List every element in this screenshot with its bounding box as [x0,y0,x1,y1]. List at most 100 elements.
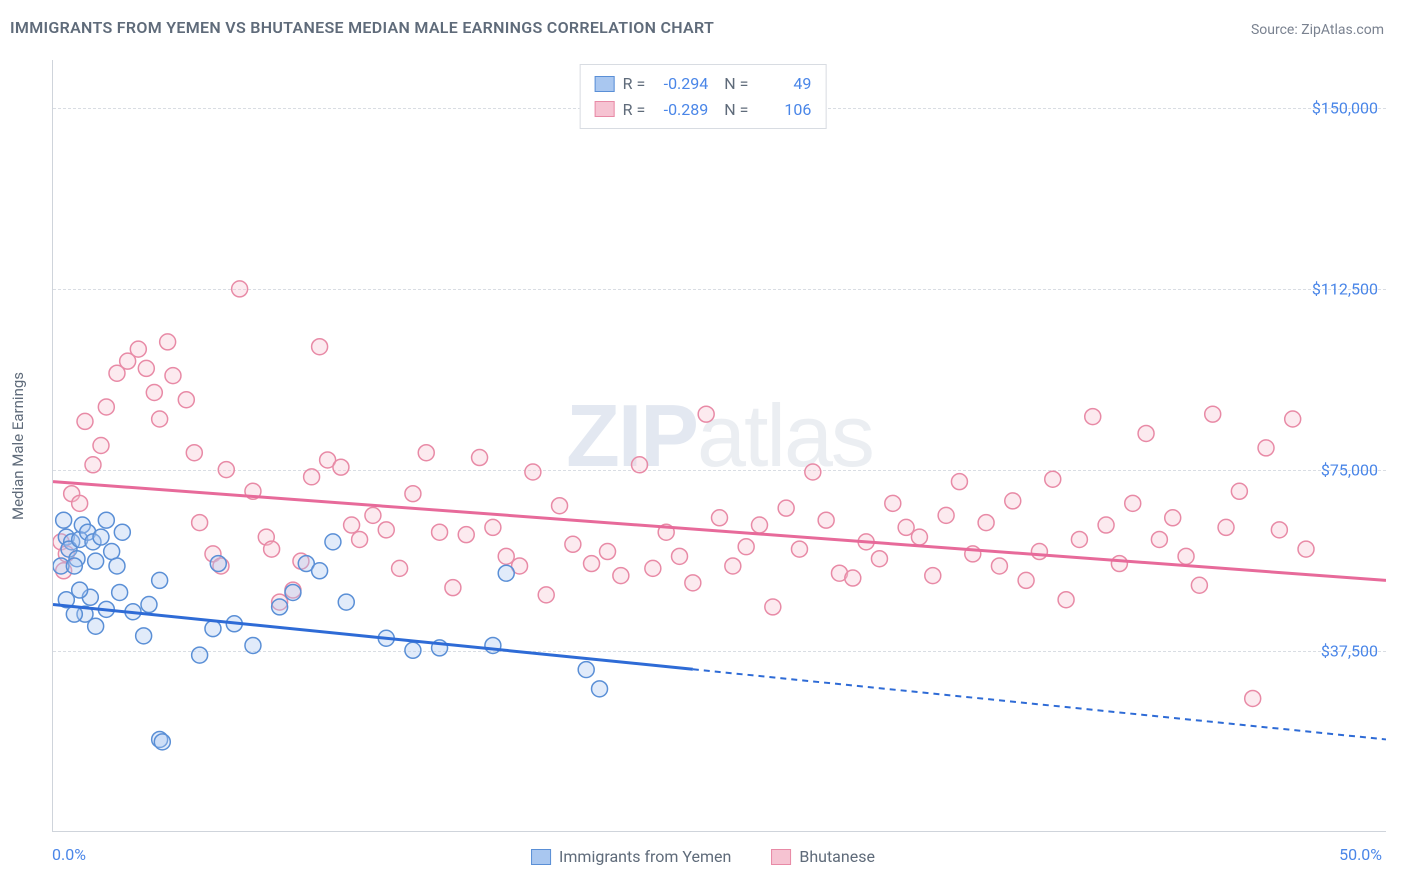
point-bhutanese [1245,690,1261,706]
point-yemen [205,621,221,637]
legend-row-bhutanese: R = -0.289 N = 106 [595,97,812,123]
point-bhutanese [1165,510,1181,526]
point-bhutanese [765,599,781,615]
point-yemen [210,556,226,572]
point-yemen [192,647,208,663]
point-bhutanese [472,450,488,466]
point-bhutanese [1298,541,1314,557]
point-bhutanese [805,464,821,480]
point-yemen [154,734,170,750]
point-bhutanese [685,575,701,591]
source-attribution: Source: ZipAtlas.com [1251,22,1384,38]
point-bhutanese [1018,572,1034,588]
point-bhutanese [778,500,794,516]
point-yemen [109,558,125,574]
chart-container: IMMIGRANTS FROM YEMEN VS BHUTANESE MEDIA… [0,0,1406,892]
point-bhutanese [192,515,208,531]
point-bhutanese [165,368,181,384]
regression-extrapolation-yemen [693,669,1386,739]
point-bhutanese [458,527,474,543]
point-bhutanese [1271,522,1287,538]
point-bhutanese [791,541,807,557]
point-yemen [72,582,88,598]
point-bhutanese [1058,592,1074,608]
point-yemen [592,681,608,697]
point-yemen [93,529,109,545]
point-yemen [98,512,114,528]
point-yemen [88,618,104,634]
point-bhutanese [152,411,168,427]
r-value-bhutanese: -0.289 [653,97,708,123]
point-bhutanese [1005,493,1021,509]
point-yemen [312,563,328,579]
point-bhutanese [72,495,88,511]
chart-title: IMMIGRANTS FROM YEMEN VS BHUTANESE MEDIA… [10,18,714,37]
point-bhutanese [1098,517,1114,533]
n-value-bhutanese: 106 [756,97,811,123]
point-yemen [325,534,341,550]
point-bhutanese [405,486,421,502]
point-bhutanese [365,507,381,523]
point-bhutanese [738,539,754,555]
point-bhutanese [344,517,360,533]
point-bhutanese [1111,556,1127,572]
point-bhutanese [1125,495,1141,511]
point-bhutanese [1031,544,1047,560]
point-yemen [272,599,288,615]
point-bhutanese [951,474,967,490]
point-yemen [112,584,128,600]
plot-area: ZIPatlas [52,60,1386,832]
swatch-yemen [595,76,615,92]
point-bhutanese [1191,577,1207,593]
swatch-yemen-bottom [531,849,551,865]
point-yemen [498,565,514,581]
x-tick-left: 0.0% [52,845,86,864]
point-bhutanese [725,558,741,574]
point-bhutanese [712,510,728,526]
point-bhutanese [1085,409,1101,425]
point-bhutanese [751,517,767,533]
point-bhutanese [1071,531,1087,547]
swatch-bhutanese [595,101,615,117]
point-bhutanese [552,498,568,514]
point-bhutanese [160,334,176,350]
point-bhutanese [138,360,154,376]
y-axis-label: Median Male Earnings [9,372,27,520]
legend-item-yemen: Immigrants from Yemen [531,847,731,866]
point-bhutanese [146,385,162,401]
point-bhutanese [1045,471,1061,487]
point-yemen [152,572,168,588]
point-bhutanese [1151,531,1167,547]
legend-label-bhutanese: Bhutanese [799,847,875,866]
point-bhutanese [1138,425,1154,441]
point-bhutanese [186,445,202,461]
point-yemen [338,594,354,610]
series-legend: Immigrants from Yemen Bhutanese [531,847,875,866]
point-bhutanese [392,560,408,576]
point-bhutanese [1285,411,1301,427]
point-bhutanese [1258,440,1274,456]
point-yemen [66,558,82,574]
point-bhutanese [938,507,954,523]
point-bhutanese [93,438,109,454]
point-yemen [245,637,261,653]
plot-svg [53,60,1386,831]
point-bhutanese [445,580,461,596]
point-yemen [285,584,301,600]
point-bhutanese [98,399,114,415]
point-bhutanese [538,587,554,603]
swatch-bhutanese-bottom [771,849,791,865]
point-bhutanese [978,515,994,531]
point-bhutanese [333,459,349,475]
point-bhutanese [991,558,1007,574]
point-bhutanese [632,457,648,473]
point-bhutanese [264,541,280,557]
point-yemen [114,524,130,540]
point-bhutanese [613,568,629,584]
point-bhutanese [584,556,600,572]
point-bhutanese [178,392,194,408]
point-bhutanese [911,529,927,545]
point-bhutanese [925,568,941,584]
point-bhutanese [1178,548,1194,564]
point-yemen [104,544,120,560]
